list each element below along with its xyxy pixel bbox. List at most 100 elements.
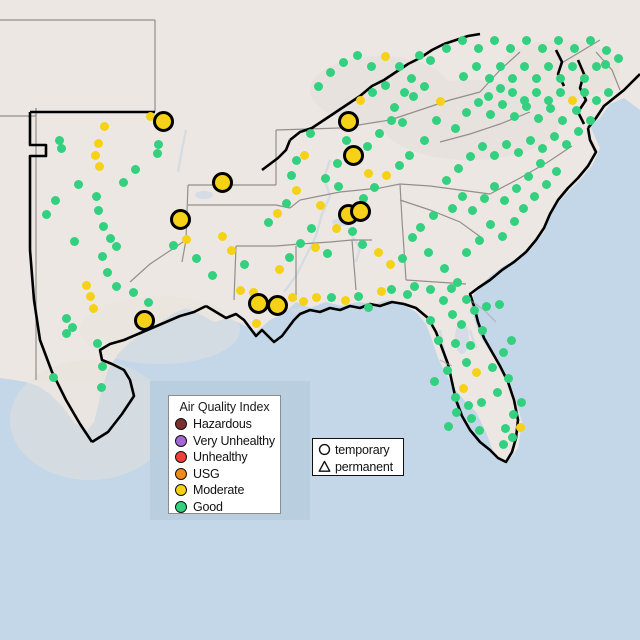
- station-marker[interactable]: [61, 328, 71, 338]
- station-marker[interactable]: [456, 319, 466, 329]
- station-marker[interactable]: [181, 234, 191, 244]
- station-marker[interactable]: [362, 141, 372, 151]
- station-marker[interactable]: [381, 170, 391, 180]
- station-marker[interactable]: [492, 387, 502, 397]
- station-marker[interactable]: [435, 96, 445, 106]
- station-marker[interactable]: [521, 101, 531, 111]
- station-marker-large[interactable]: [247, 292, 269, 314]
- station-marker[interactable]: [88, 303, 98, 313]
- station-marker[interactable]: [363, 168, 373, 178]
- station-marker-large[interactable]: [342, 144, 364, 166]
- station-marker[interactable]: [441, 43, 451, 53]
- station-marker[interactable]: [315, 200, 325, 210]
- station-marker[interactable]: [509, 216, 519, 226]
- station-marker[interactable]: [489, 150, 499, 160]
- station-marker[interactable]: [130, 164, 140, 174]
- station-marker[interactable]: [394, 61, 404, 71]
- station-marker[interactable]: [507, 87, 517, 97]
- station-marker[interactable]: [81, 280, 91, 290]
- station-marker[interactable]: [497, 231, 507, 241]
- station-marker[interactable]: [567, 61, 577, 71]
- station-marker[interactable]: [207, 270, 217, 280]
- station-marker[interactable]: [471, 61, 481, 71]
- station-marker[interactable]: [461, 107, 471, 117]
- station-marker[interactable]: [143, 297, 153, 307]
- station-marker[interactable]: [506, 335, 516, 345]
- station-marker[interactable]: [569, 43, 579, 53]
- station-marker-large[interactable]: [266, 294, 288, 316]
- station-marker-large[interactable]: [169, 208, 191, 230]
- station-marker[interactable]: [529, 191, 539, 201]
- station-marker[interactable]: [363, 302, 373, 312]
- station-marker[interactable]: [386, 115, 396, 125]
- station-marker[interactable]: [322, 248, 332, 258]
- station-marker[interactable]: [340, 295, 350, 305]
- station-marker[interactable]: [479, 193, 489, 203]
- station-marker[interactable]: [447, 309, 457, 319]
- station-marker[interactable]: [461, 357, 471, 367]
- station-marker[interactable]: [217, 231, 227, 241]
- station-marker-large[interactable]: [152, 110, 174, 132]
- station-marker[interactable]: [585, 115, 595, 125]
- station-marker[interactable]: [461, 294, 471, 304]
- station-marker[interactable]: [380, 51, 390, 61]
- station-marker[interactable]: [366, 61, 376, 71]
- station-marker[interactable]: [406, 73, 416, 83]
- station-marker[interactable]: [601, 45, 611, 55]
- station-marker[interactable]: [98, 221, 108, 231]
- station-marker[interactable]: [389, 102, 399, 112]
- station-marker[interactable]: [516, 397, 526, 407]
- station-marker[interactable]: [402, 289, 412, 299]
- station-marker[interactable]: [376, 286, 386, 296]
- station-marker[interactable]: [291, 155, 301, 165]
- station-marker[interactable]: [311, 292, 321, 302]
- station-marker[interactable]: [549, 131, 559, 141]
- station-marker[interactable]: [461, 247, 471, 257]
- station-marker[interactable]: [431, 115, 441, 125]
- station-marker[interactable]: [235, 285, 245, 295]
- station-marker[interactable]: [450, 338, 460, 348]
- station-marker[interactable]: [535, 158, 545, 168]
- station-marker[interactable]: [613, 53, 623, 63]
- station-marker[interactable]: [96, 382, 106, 392]
- station-marker[interactable]: [414, 50, 424, 60]
- station-marker[interactable]: [499, 195, 509, 205]
- station-marker[interactable]: [153, 139, 163, 149]
- station-marker[interactable]: [397, 117, 407, 127]
- station-marker[interactable]: [485, 219, 495, 229]
- station-marker[interactable]: [56, 143, 66, 153]
- station-marker[interactable]: [325, 67, 335, 77]
- station-marker-large[interactable]: [337, 110, 359, 132]
- station-marker-large[interactable]: [349, 200, 371, 222]
- station-marker[interactable]: [484, 73, 494, 83]
- station-marker[interactable]: [286, 170, 296, 180]
- station-marker[interactable]: [453, 163, 463, 173]
- station-marker[interactable]: [483, 91, 493, 101]
- station-marker[interactable]: [489, 35, 499, 45]
- station-marker[interactable]: [105, 233, 115, 243]
- station-marker[interactable]: [357, 239, 367, 249]
- station-marker[interactable]: [102, 267, 112, 277]
- station-marker[interactable]: [67, 322, 77, 332]
- station-marker[interactable]: [433, 335, 443, 345]
- station-marker[interactable]: [463, 400, 473, 410]
- station-marker[interactable]: [503, 373, 513, 383]
- station-marker[interactable]: [515, 422, 525, 432]
- station-marker[interactable]: [397, 253, 407, 263]
- station-marker[interactable]: [438, 295, 448, 305]
- station-marker[interactable]: [347, 226, 357, 236]
- station-marker[interactable]: [591, 61, 601, 71]
- station-marker[interactable]: [519, 95, 529, 105]
- station-marker[interactable]: [498, 439, 508, 449]
- station-marker[interactable]: [537, 143, 547, 153]
- station-marker[interactable]: [553, 35, 563, 45]
- station-marker[interactable]: [367, 87, 377, 97]
- station-marker[interactable]: [97, 251, 107, 261]
- station-marker[interactable]: [90, 150, 100, 160]
- station-marker[interactable]: [94, 161, 104, 171]
- station-marker[interactable]: [508, 409, 518, 419]
- station-marker[interactable]: [579, 73, 589, 83]
- station-marker[interactable]: [545, 103, 555, 113]
- station-marker[interactable]: [458, 71, 468, 81]
- station-marker[interactable]: [118, 177, 128, 187]
